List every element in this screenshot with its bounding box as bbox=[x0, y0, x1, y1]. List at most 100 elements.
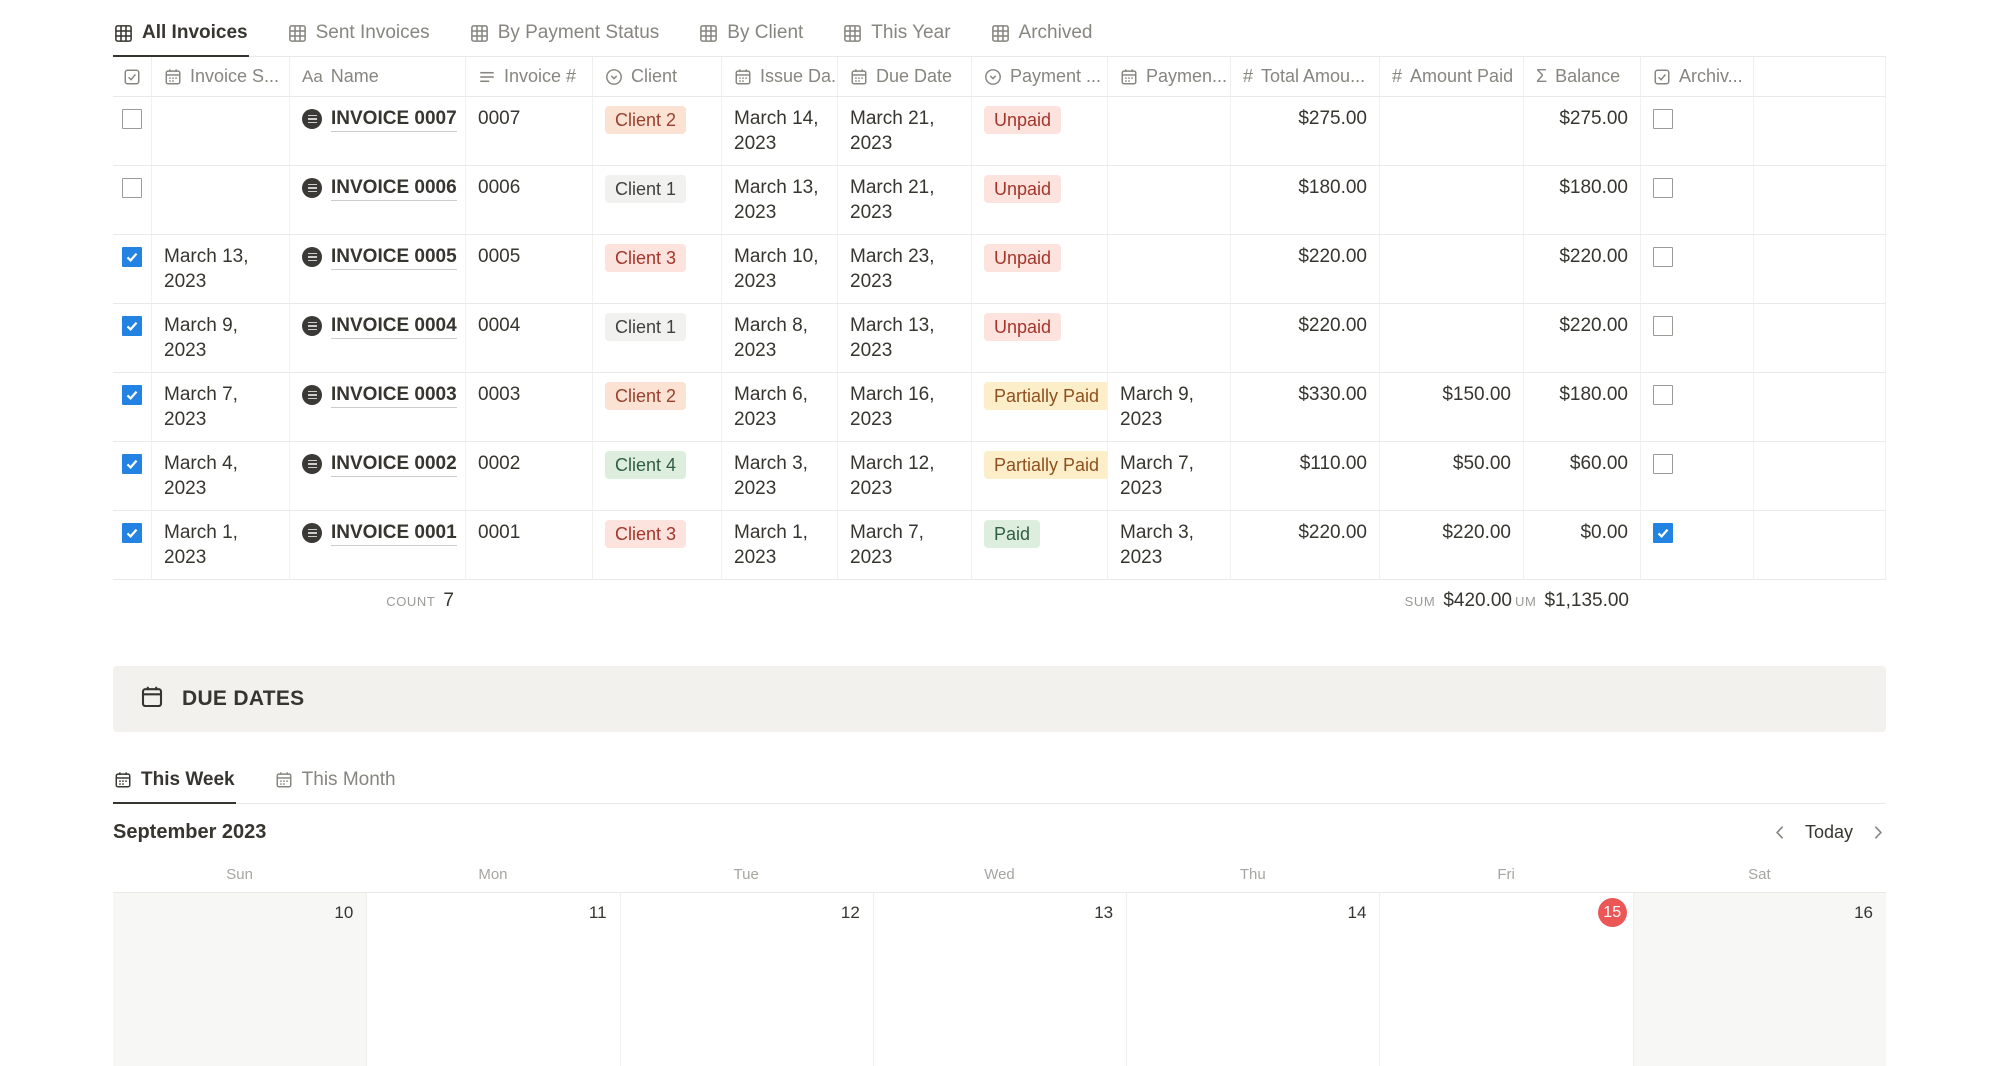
column-header-paid[interactable]: # Amount Paid bbox=[1380, 57, 1524, 96]
issue-date-cell[interactable]: March 1, 2023 bbox=[722, 511, 838, 579]
column-header-paydate[interactable]: Paymen... bbox=[1108, 57, 1231, 96]
due-date-cell[interactable]: March 16, 2023 bbox=[838, 373, 972, 441]
due-date-cell[interactable]: March 12, 2023 bbox=[838, 442, 972, 510]
name-cell[interactable]: INVOICE 0007 bbox=[290, 97, 466, 165]
amount-paid-cell[interactable] bbox=[1380, 97, 1524, 165]
invoice-sent-cell[interactable] bbox=[152, 166, 290, 234]
calendar-day-cell[interactable]: 16 bbox=[1632, 893, 1886, 1066]
invoice-number-cell[interactable]: 0001 bbox=[466, 511, 593, 579]
client-cell[interactable]: Client 1 bbox=[593, 304, 722, 372]
invoice-sent-cell[interactable]: March 7, 2023 bbox=[152, 373, 290, 441]
total-amount-cell[interactable]: $220.00 bbox=[1231, 511, 1380, 579]
column-header-archived[interactable]: Archiv... bbox=[1641, 57, 1754, 96]
column-header-issue[interactable]: Issue Da... bbox=[722, 57, 838, 96]
column-header-status[interactable]: Payment ... bbox=[972, 57, 1108, 96]
invoice-sent-cell[interactable]: March 9, 2023 bbox=[152, 304, 290, 372]
total-amount-cell[interactable]: $220.00 bbox=[1231, 235, 1380, 303]
payment-date-cell[interactable]: March 7, 2023 bbox=[1108, 442, 1231, 510]
calendar-tab-this-week[interactable]: This Week bbox=[113, 761, 236, 804]
client-cell[interactable]: Client 1 bbox=[593, 166, 722, 234]
calendar-day-cell[interactable]: 12 bbox=[619, 893, 873, 1066]
amount-paid-cell[interactable]: $150.00 bbox=[1380, 373, 1524, 441]
archived-checkbox[interactable] bbox=[1653, 454, 1673, 474]
issue-date-cell[interactable]: March 3, 2023 bbox=[722, 442, 838, 510]
due-date-cell[interactable]: March 21, 2023 bbox=[838, 97, 972, 165]
name-cell[interactable]: INVOICE 0004 bbox=[290, 304, 466, 372]
row-select-checkbox[interactable] bbox=[122, 385, 142, 405]
archived-checkbox[interactable] bbox=[1653, 247, 1673, 267]
balance-cell[interactable]: $180.00 bbox=[1524, 373, 1641, 441]
payment-status-cell[interactable]: Partially Paid bbox=[972, 442, 1108, 510]
row-select-checkbox[interactable] bbox=[122, 523, 142, 543]
name-cell[interactable]: INVOICE 0002 bbox=[290, 442, 466, 510]
invoice-number-cell[interactable]: 0003 bbox=[466, 373, 593, 441]
invoice-page-link[interactable]: INVOICE 0004 bbox=[331, 313, 457, 339]
invoice-page-link[interactable]: INVOICE 0006 bbox=[331, 175, 457, 201]
balance-cell[interactable]: $275.00 bbox=[1524, 97, 1641, 165]
due-date-cell[interactable]: March 21, 2023 bbox=[838, 166, 972, 234]
invoice-number-cell[interactable]: 0002 bbox=[466, 442, 593, 510]
client-cell[interactable]: Client 2 bbox=[593, 97, 722, 165]
invoice-sent-cell[interactable]: March 4, 2023 bbox=[152, 442, 290, 510]
column-header-balance[interactable]: Σ Balance bbox=[1524, 57, 1641, 96]
chevron-left-icon[interactable] bbox=[1772, 824, 1789, 841]
payment-date-cell[interactable] bbox=[1108, 97, 1231, 165]
column-header-sent[interactable]: Invoice S... bbox=[152, 57, 290, 96]
payment-status-cell[interactable]: Unpaid bbox=[972, 97, 1108, 165]
name-cell[interactable]: INVOICE 0001 bbox=[290, 511, 466, 579]
column-header-name[interactable]: Aa Name bbox=[290, 57, 466, 96]
name-cell[interactable]: INVOICE 0006 bbox=[290, 166, 466, 234]
archived-checkbox[interactable] bbox=[1653, 385, 1673, 405]
view-tab-all-invoices[interactable]: All Invoices bbox=[113, 14, 249, 57]
payment-date-cell[interactable]: March 3, 2023 bbox=[1108, 511, 1231, 579]
invoice-sent-cell[interactable]: March 13, 2023 bbox=[152, 235, 290, 303]
invoice-page-link[interactable]: INVOICE 0005 bbox=[331, 244, 457, 270]
column-header-due[interactable]: Due Date bbox=[838, 57, 972, 96]
payment-date-cell[interactable] bbox=[1108, 304, 1231, 372]
column-header-sel[interactable] bbox=[113, 57, 152, 96]
column-header-number[interactable]: Invoice # bbox=[466, 57, 593, 96]
row-select-checkbox[interactable] bbox=[122, 316, 142, 336]
calendar-day-cell[interactable]: 13 bbox=[872, 893, 1126, 1066]
balance-cell[interactable]: $180.00 bbox=[1524, 166, 1641, 234]
payment-date-cell[interactable] bbox=[1108, 166, 1231, 234]
calendar-tab-this-month[interactable]: This Month bbox=[274, 761, 397, 804]
amount-paid-cell[interactable] bbox=[1380, 235, 1524, 303]
payment-status-cell[interactable]: Unpaid bbox=[972, 304, 1108, 372]
payment-date-cell[interactable]: March 9, 2023 bbox=[1108, 373, 1231, 441]
row-select-checkbox[interactable] bbox=[122, 247, 142, 267]
total-amount-cell[interactable]: $110.00 bbox=[1231, 442, 1380, 510]
invoice-page-link[interactable]: INVOICE 0007 bbox=[331, 106, 457, 132]
view-tab-by-payment-status[interactable]: By Payment Status bbox=[469, 14, 661, 57]
calendar-day-cell[interactable]: 11 bbox=[366, 893, 619, 1066]
payment-status-cell[interactable]: Unpaid bbox=[972, 235, 1108, 303]
name-cell[interactable]: INVOICE 0003 bbox=[290, 373, 466, 441]
archived-checkbox[interactable] bbox=[1653, 109, 1673, 129]
row-select-checkbox[interactable] bbox=[122, 109, 142, 129]
sum-balance-aggregate[interactable]: UM $1,135.00 bbox=[1515, 590, 1641, 612]
view-tab-this-year[interactable]: This Year bbox=[842, 14, 951, 57]
calendar-day-cell[interactable]: 14 bbox=[1126, 893, 1379, 1066]
amount-paid-cell[interactable]: $220.00 bbox=[1380, 511, 1524, 579]
invoice-page-link[interactable]: INVOICE 0001 bbox=[331, 520, 457, 546]
calendar-day-cell[interactable]: 10 bbox=[113, 893, 367, 1066]
invoice-number-cell[interactable]: 0006 bbox=[466, 166, 593, 234]
amount-paid-cell[interactable]: $50.00 bbox=[1380, 442, 1524, 510]
invoice-number-cell[interactable]: 0007 bbox=[466, 97, 593, 165]
view-tab-by-client[interactable]: By Client bbox=[698, 14, 804, 57]
total-amount-cell[interactable]: $275.00 bbox=[1231, 97, 1380, 165]
due-date-cell[interactable]: March 13, 2023 bbox=[838, 304, 972, 372]
total-amount-cell[interactable]: $180.00 bbox=[1231, 166, 1380, 234]
balance-cell[interactable]: $60.00 bbox=[1524, 442, 1641, 510]
payment-status-cell[interactable]: Partially Paid bbox=[972, 373, 1108, 441]
view-tab-archived[interactable]: Archived bbox=[990, 14, 1094, 57]
chevron-right-icon[interactable] bbox=[1869, 824, 1886, 841]
balance-cell[interactable]: $220.00 bbox=[1524, 304, 1641, 372]
client-cell[interactable]: Client 4 bbox=[593, 442, 722, 510]
column-header-total[interactable]: # Total Amou... bbox=[1231, 57, 1380, 96]
amount-paid-cell[interactable] bbox=[1380, 166, 1524, 234]
calendar-day-cell[interactable]: 15 bbox=[1379, 893, 1632, 1066]
archived-checkbox[interactable] bbox=[1653, 316, 1673, 336]
payment-status-cell[interactable]: Unpaid bbox=[972, 166, 1108, 234]
balance-cell[interactable]: $220.00 bbox=[1524, 235, 1641, 303]
